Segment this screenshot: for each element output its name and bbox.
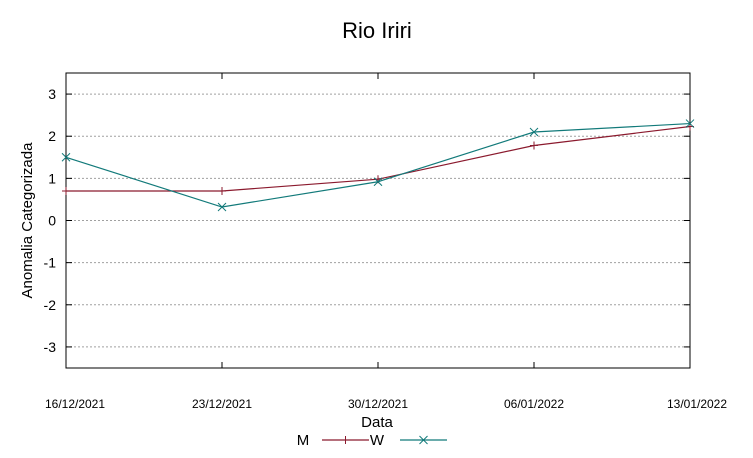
- data-point-marker: [529, 127, 539, 137]
- x-tick-label: 30/12/2021: [348, 397, 408, 411]
- grid-lines: [66, 93, 690, 348]
- x-tick-label: 16/12/2021: [45, 397, 105, 411]
- data-point-marker: [217, 202, 227, 212]
- y-tick-label: 2: [48, 128, 56, 144]
- y-tick-label: 0: [48, 213, 56, 229]
- legend-label-w: W: [370, 432, 385, 449]
- y-tick-label: -3: [44, 339, 57, 355]
- data-point-marker: [61, 152, 71, 162]
- y-tick-label: -2: [44, 297, 57, 313]
- x-axis-ticks: 16/12/2021 23/12/2021 30/12/2021 06/01/2022…: [45, 73, 727, 411]
- y-axis-ticks: 3 2 1 0 -1 -2 -3: [44, 86, 690, 355]
- data-point-marker: [373, 177, 383, 187]
- series-group: [61, 119, 695, 212]
- x-axis-label: Data: [361, 414, 393, 431]
- data-point-marker: [685, 119, 695, 128]
- legend-label-m: M: [297, 432, 310, 449]
- chart-title: Rio Iriri: [342, 18, 412, 43]
- y-tick-label: -1: [44, 255, 57, 271]
- plot-area-frame: [65, 72, 691, 369]
- x-tick-label: 06/01/2022: [504, 397, 564, 411]
- y-tick-label: 1: [48, 170, 56, 186]
- y-axis-label: Anomalia Categorizada: [19, 142, 36, 299]
- x-tick-label: 23/12/2021: [192, 397, 252, 411]
- y-tick-label: 3: [48, 86, 56, 102]
- x-tick-label: 13/01/2022: [667, 397, 727, 411]
- data-point-marker: [419, 435, 428, 445]
